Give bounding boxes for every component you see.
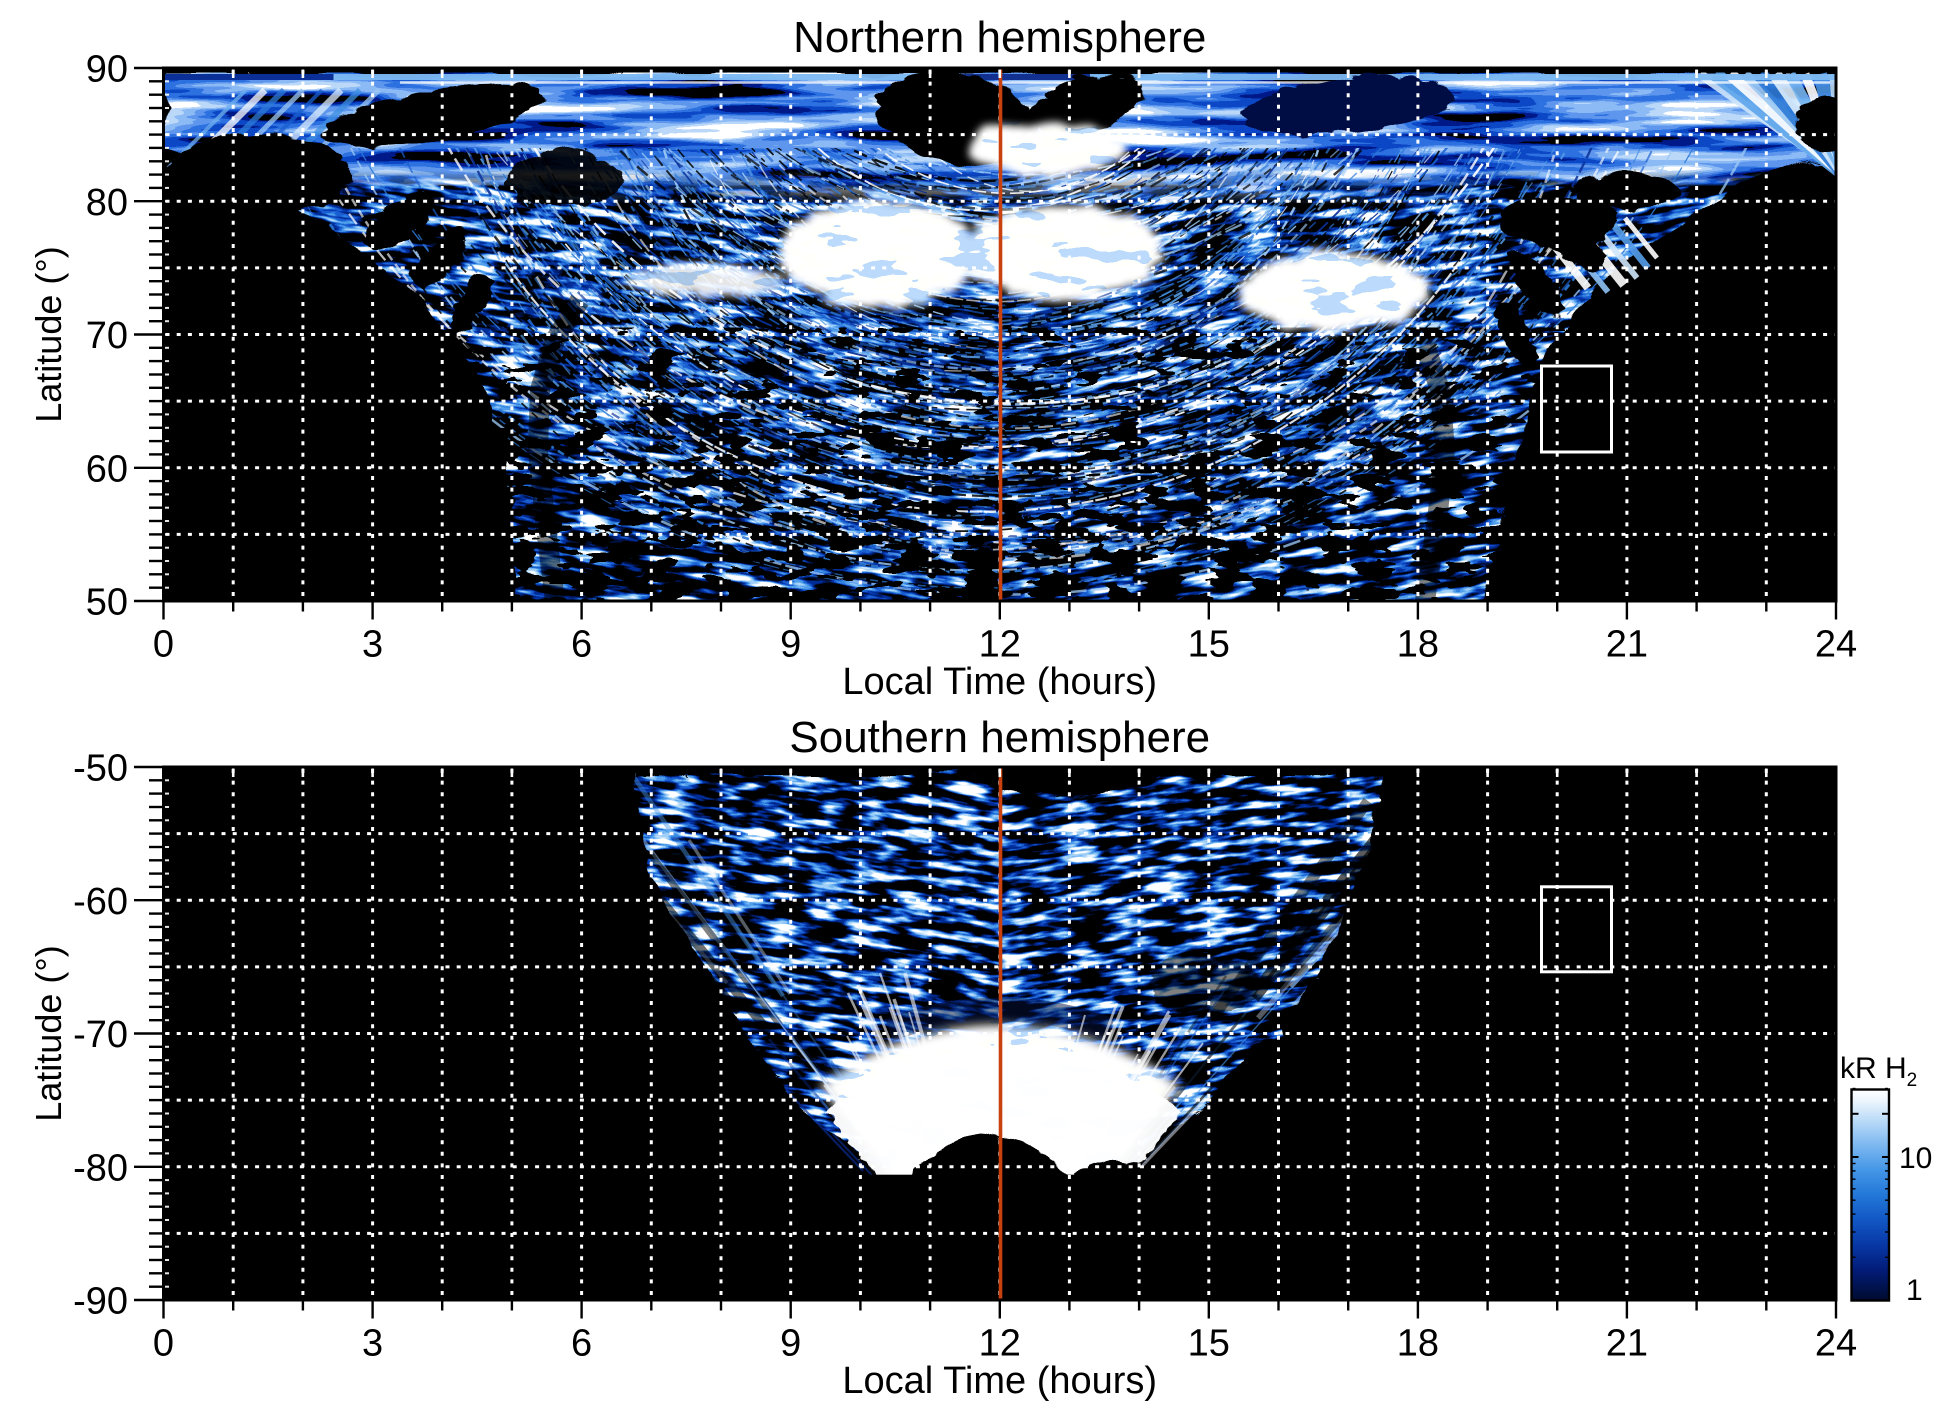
svg-text:-60: -60 — [73, 881, 128, 923]
svg-text:9: 9 — [780, 624, 801, 666]
svg-text:24: 24 — [1815, 1323, 1857, 1365]
svg-text:0: 0 — [153, 624, 174, 666]
svg-text:-70: -70 — [73, 1014, 128, 1056]
svg-text:Latitude (°): Latitude (°) — [28, 945, 69, 1121]
svg-text:-50: -50 — [73, 748, 128, 790]
svg-text:-80: -80 — [73, 1147, 128, 1189]
svg-text:Latitude (°): Latitude (°) — [28, 246, 69, 422]
svg-text:50: 50 — [86, 582, 128, 624]
svg-text:-90: -90 — [73, 1281, 128, 1323]
svg-text:12: 12 — [979, 1323, 1021, 1365]
svg-text:80: 80 — [86, 182, 128, 224]
svg-text:60: 60 — [86, 448, 128, 490]
svg-text:Northern hemisphere: Northern hemisphere — [793, 13, 1206, 62]
svg-text:3: 3 — [362, 624, 383, 666]
svg-text:3: 3 — [362, 1323, 383, 1365]
svg-text:1: 1 — [1906, 1274, 1923, 1307]
svg-text:kR H2: kR H2 — [1840, 1052, 1917, 1091]
svg-text:18: 18 — [1397, 1323, 1439, 1365]
svg-text:15: 15 — [1188, 624, 1230, 666]
svg-text:Southern hemisphere: Southern hemisphere — [789, 713, 1210, 762]
svg-text:Local Time (hours): Local Time (hours) — [842, 661, 1157, 703]
svg-text:21: 21 — [1606, 1323, 1648, 1365]
svg-text:9: 9 — [780, 1323, 801, 1365]
svg-text:12: 12 — [979, 624, 1021, 666]
svg-text:21: 21 — [1606, 624, 1648, 666]
svg-text:Local Time (hours): Local Time (hours) — [842, 1360, 1157, 1402]
svg-text:70: 70 — [86, 315, 128, 357]
svg-text:15: 15 — [1188, 1323, 1230, 1365]
svg-text:24: 24 — [1815, 624, 1857, 666]
svg-text:18: 18 — [1397, 624, 1439, 666]
svg-text:6: 6 — [571, 1323, 592, 1365]
svg-text:10: 10 — [1899, 1142, 1932, 1175]
svg-text:0: 0 — [153, 1323, 174, 1365]
svg-text:90: 90 — [86, 49, 128, 91]
svg-text:6: 6 — [571, 624, 592, 666]
